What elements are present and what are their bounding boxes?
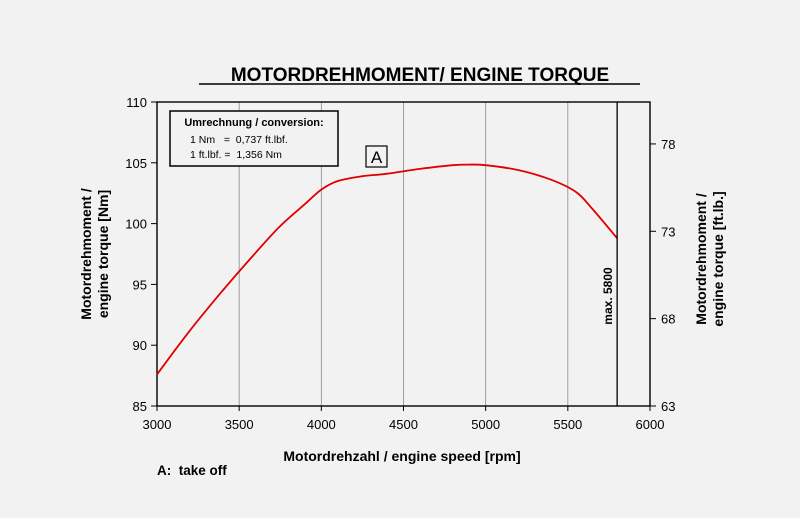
y-tick-label: 85 [133,399,147,414]
x-tick-label: 6000 [636,417,665,432]
y-tick-label: 110 [126,95,147,110]
series-layer [156,163,618,375]
annotation-a-box [365,145,388,168]
x-tick-label: 5000 [471,417,500,432]
chart-title: MOTORDREHMOMENT/ ENGINE TORQUE [231,65,609,86]
y-right-tick-label: 68 [661,312,675,327]
conversion-box: Umrechnung / conversion: 1 Nm = 0,737 ft… [169,110,339,167]
y-axis-right-label-line-1: Motordrehmoment / [693,193,709,325]
x-tick-label: 4500 [389,417,418,432]
max-rpm-label: max. 5800 [601,267,615,325]
x-axis-label: Motordrehzahl / engine speed [rpm] [283,448,520,464]
y-tick-label: 105 [125,156,147,171]
torque-curve-0 [156,163,618,375]
annotation-a: A [365,145,388,168]
x-tick-label: 3500 [225,417,254,432]
y-tick-label: 90 [133,338,147,353]
y-right-tick-label: 63 [661,399,675,414]
x-tick-label: 4000 [307,417,336,432]
tick-labels: 3000 3500 4000 4500 5000 5500 6000 85 90 95 100 105… [125,95,675,432]
y-axis-right-label: Motordrehmoment / engine torque [ft.lb.] [693,191,726,326]
conversion-box-frame [169,110,339,167]
y-axis-right-label-line-2: engine torque [ft.lb.] [710,191,726,326]
y-axis-left-label-line-2: engine torque [Nm] [95,190,111,318]
footnote: A: take off [157,463,227,478]
y-axis-left-label-line-1: Motordrehmoment / [78,188,94,320]
x-tick-label: 3000 [143,417,172,432]
max-rpm-label-group: max. 5800 [601,267,615,325]
y-axis-left-label: Motordrehmoment / engine torque [Nm] [78,188,111,320]
y-right-tick-label: 73 [661,224,675,239]
y-tick-label: 100 [125,217,147,232]
y-tick-label: 95 [133,277,147,292]
y-right-tick-label: 78 [661,137,675,152]
conversion-title: Umrechnung / conversion: [184,117,323,129]
x-tick-label: 5500 [553,417,582,432]
annotation-a-label: A [371,148,383,167]
max-rpm-marker: max. 5800 [601,102,618,406]
conversion-line-2: 1 ft.lbf. = 1,356 Nm [190,149,282,161]
conversion-line-1: 1 Nm = 0,737 ft.lbf. [190,134,288,146]
